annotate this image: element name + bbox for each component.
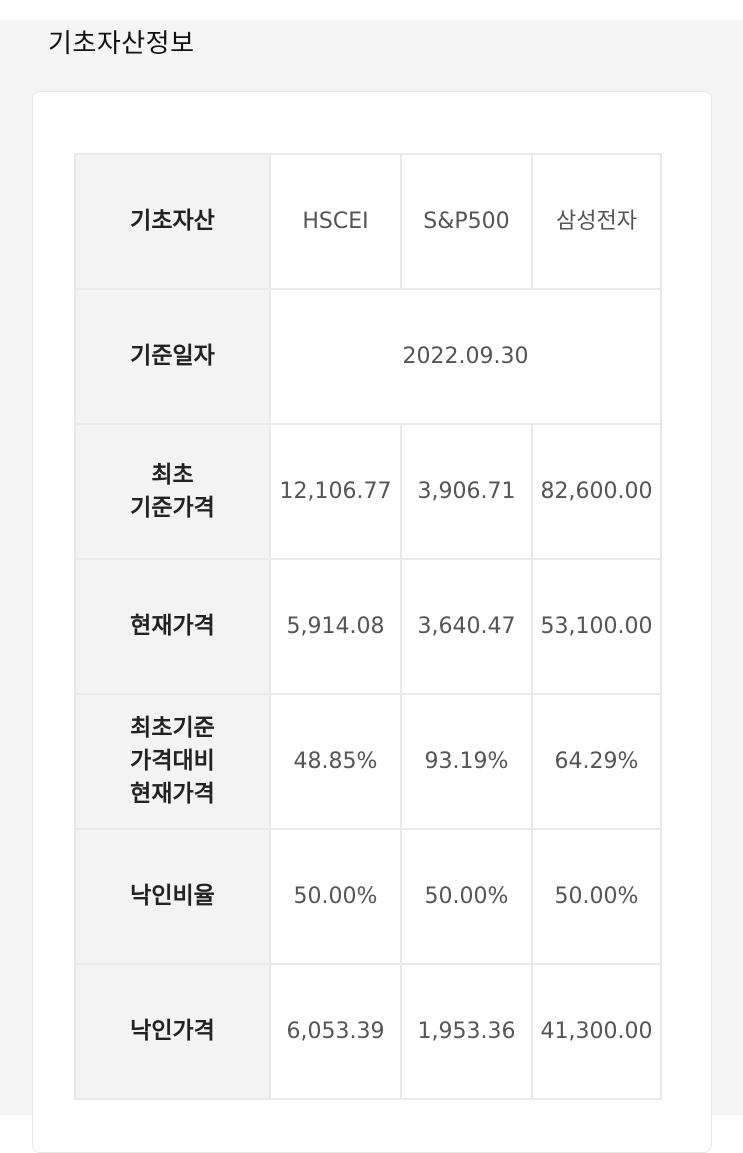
row-header-knockin-ratio: 낙인비율 xyxy=(74,828,271,965)
row-header-line: 최초 xyxy=(151,461,194,488)
table-row-knockin-price: 낙인가격 6,053.39 1,953.36 41,300.00 xyxy=(74,963,662,1100)
value-cell: 50.00% xyxy=(531,828,662,965)
table-row-base-date: 기준일자 2022.09.30 xyxy=(74,288,662,425)
value-cell: 48.85% xyxy=(269,693,402,830)
row-header-line: 최초기준 xyxy=(130,715,215,741)
row-header-line: 가격대비 xyxy=(130,748,215,774)
value-cell: 5,914.08 xyxy=(269,558,402,695)
table-row-initial-price: 최초 기준가격 12,106.77 3,906.71 82,600.00 xyxy=(74,423,662,560)
section-title: 기초자산정보 xyxy=(48,29,195,59)
value-cell: 1,953.36 xyxy=(400,963,533,1100)
row-header-knockin-price: 낙인가격 xyxy=(74,963,271,1100)
table-row-ratio: 최초기준 가격대비 현재가격 48.85% 93.19% 64.29% xyxy=(74,693,662,830)
value-cell: 82,600.00 xyxy=(531,423,662,560)
value-cell: 41,300.00 xyxy=(531,963,662,1100)
value-cell: 53,100.00 xyxy=(531,558,662,695)
row-header-initial-price: 최초 기준가격 xyxy=(74,423,271,560)
table-row-current-price: 현재가격 5,914.08 3,640.47 53,100.00 xyxy=(74,558,662,695)
value-cell: 6,053.39 xyxy=(269,963,402,1100)
asset-name-cell: 삼성전자 xyxy=(531,153,662,290)
value-cell: 64.29% xyxy=(531,693,662,830)
base-date-cell: 2022.09.30 xyxy=(269,288,662,425)
asset-name-cell: HSCEI xyxy=(269,153,402,290)
value-cell: 93.19% xyxy=(400,693,533,830)
table-row-knockin-ratio: 낙인비율 50.00% 50.00% 50.00% xyxy=(74,828,662,965)
row-header-ratio: 최초기준 가격대비 현재가격 xyxy=(74,693,271,830)
row-header-line: 기준가격 xyxy=(130,494,215,521)
row-header-underlying: 기초자산 xyxy=(74,153,271,290)
table-row-underlying: 기초자산 HSCEI S&P500 삼성전자 xyxy=(74,153,662,290)
row-header-line: 현재가격 xyxy=(130,781,215,807)
value-cell: 50.00% xyxy=(269,828,402,965)
underlying-asset-card: 기초자산 HSCEI S&P500 삼성전자 기준일자 2022.09.30 최… xyxy=(32,91,712,1153)
value-cell: 50.00% xyxy=(400,828,533,965)
underlying-asset-table: 기초자산 HSCEI S&P500 삼성전자 기준일자 2022.09.30 최… xyxy=(74,153,662,1100)
asset-name-cell: S&P500 xyxy=(400,153,533,290)
row-header-base-date: 기준일자 xyxy=(74,288,271,425)
page-background: 기초자산정보 기초자산 HSCEI S&P500 삼성전자 기준일자 2022.… xyxy=(0,20,743,1153)
value-cell: 3,906.71 xyxy=(400,423,533,560)
value-cell: 12,106.77 xyxy=(269,423,402,560)
row-header-current-price: 현재가격 xyxy=(74,558,271,695)
value-cell: 3,640.47 xyxy=(400,558,533,695)
